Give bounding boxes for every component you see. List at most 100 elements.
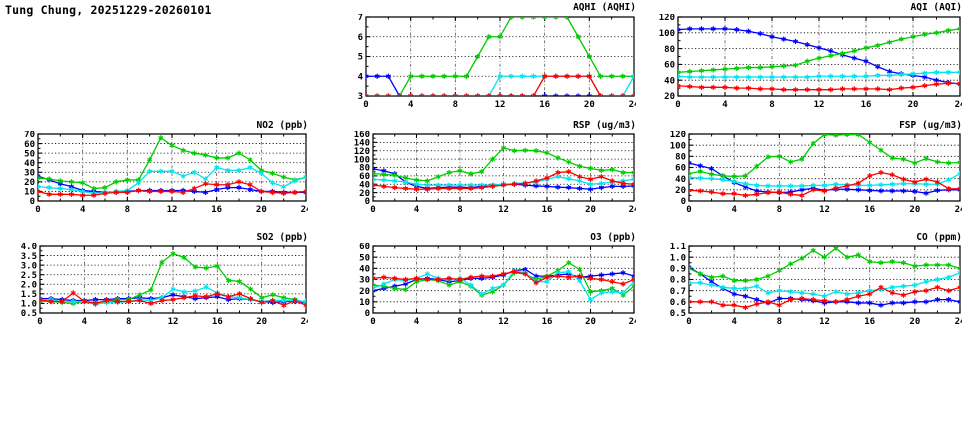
x-tick-label: 20 bbox=[909, 317, 920, 327]
series-marker-red bbox=[522, 180, 528, 187]
series-marker-blue bbox=[851, 55, 857, 61]
series-marker-red bbox=[435, 185, 441, 192]
series-marker-red bbox=[720, 191, 726, 197]
y-tick-label: 30 bbox=[359, 276, 370, 286]
series-marker-cyan bbox=[631, 73, 634, 79]
series-marker-red bbox=[40, 297, 43, 303]
series-marker-cyan bbox=[147, 168, 153, 174]
series-marker-blue bbox=[598, 272, 604, 278]
series-marker-cyan bbox=[180, 173, 186, 179]
series-marker-red bbox=[497, 93, 503, 96]
series-marker-green bbox=[851, 48, 857, 54]
series-marker-blue bbox=[792, 38, 799, 45]
series-marker-cyan bbox=[821, 182, 828, 188]
series-marker-red bbox=[519, 93, 525, 96]
series-marker-red bbox=[533, 178, 539, 184]
series-marker-red bbox=[373, 182, 376, 188]
series-marker-blue bbox=[900, 188, 907, 194]
series-marker-cyan bbox=[135, 180, 142, 186]
series-marker-green bbox=[68, 179, 75, 185]
series-marker-red bbox=[158, 188, 164, 195]
y-tick-label: 20 bbox=[675, 186, 686, 196]
y-tick-label: 0.8 bbox=[670, 276, 686, 286]
plot-area-no2: 01020304050607004812162024 bbox=[24, 131, 308, 215]
series-marker-red bbox=[597, 93, 604, 96]
chart-title-no2: NO2 (ppb) bbox=[256, 120, 308, 131]
series-marker-green bbox=[446, 282, 452, 288]
series-marker-blue bbox=[867, 300, 873, 306]
series-marker-cyan bbox=[587, 297, 594, 303]
series-marker-green bbox=[373, 170, 376, 176]
series-marker-cyan bbox=[170, 286, 176, 292]
series-marker-red bbox=[424, 186, 430, 192]
series-marker-red bbox=[577, 174, 583, 180]
series-marker-green bbox=[776, 153, 782, 159]
series-marker-red bbox=[957, 186, 960, 192]
y-tick-label: 20 bbox=[664, 92, 675, 102]
x-tick-label: 20 bbox=[256, 317, 267, 327]
series-marker-green bbox=[159, 259, 165, 265]
series-marker-green bbox=[575, 34, 581, 40]
series-marker-green bbox=[957, 159, 960, 166]
x-tick-label: 24 bbox=[301, 317, 308, 327]
series-marker-green bbox=[844, 254, 850, 260]
series-marker-blue bbox=[946, 297, 952, 303]
series-marker-cyan bbox=[689, 174, 692, 181]
x-tick-label: 0 bbox=[370, 317, 375, 327]
plot-area-co: 0.50.60.70.80.9 1.01.1 0 4 8 12 16 20 24 bbox=[670, 243, 962, 327]
series-marker-green bbox=[923, 262, 929, 268]
x-tick-label: 4 bbox=[414, 205, 420, 215]
series-marker-cyan bbox=[46, 185, 52, 191]
series-marker-green bbox=[839, 50, 846, 56]
y-tick-label: 120 bbox=[354, 147, 370, 157]
series-marker-red bbox=[609, 178, 615, 184]
series-marker-cyan bbox=[678, 73, 681, 79]
chart-title-co: CO (ppm) bbox=[916, 232, 962, 243]
series-marker-cyan bbox=[776, 183, 782, 189]
series-marker-blue bbox=[855, 187, 861, 193]
series-marker-green bbox=[586, 53, 592, 60]
series-marker-green bbox=[867, 139, 873, 145]
series-marker-red bbox=[598, 174, 604, 180]
series-marker-green bbox=[542, 17, 548, 20]
series-marker-green bbox=[373, 282, 376, 288]
series-marker-cyan bbox=[757, 74, 763, 80]
series-marker-red bbox=[38, 188, 41, 195]
series-marker-green bbox=[810, 247, 816, 254]
series-marker-red bbox=[933, 81, 940, 87]
series-marker-red bbox=[192, 293, 198, 299]
series-marker-red bbox=[934, 179, 940, 185]
series-marker-green bbox=[248, 286, 254, 292]
series-marker-red bbox=[92, 300, 98, 307]
y-tick-label: 0 bbox=[30, 197, 35, 207]
series-marker-green bbox=[957, 26, 960, 32]
y-tick-label: 40 bbox=[359, 265, 370, 275]
y-tick-label: 10 bbox=[24, 188, 35, 198]
y-tick-label: 40 bbox=[359, 180, 370, 190]
series-marker-red bbox=[392, 185, 398, 191]
series-marker-red bbox=[413, 186, 420, 192]
series-marker-blue bbox=[170, 292, 176, 298]
chart-rsp: RSP (ug/m3) 0 20 40 60 80 100 120 140 160 0 4 8 12 16 2… bbox=[347, 120, 636, 215]
series-marker-green bbox=[867, 259, 873, 265]
x-tick-label: 4 bbox=[731, 317, 737, 327]
series-marker-green bbox=[587, 289, 594, 295]
series-marker-red bbox=[463, 93, 470, 96]
series-marker-red bbox=[620, 93, 626, 96]
series-marker-blue bbox=[734, 27, 740, 33]
series-marker-red bbox=[435, 276, 441, 283]
series-marker-blue bbox=[577, 185, 583, 192]
series-marker-cyan bbox=[202, 176, 209, 182]
series-marker-cyan bbox=[731, 178, 737, 185]
series-marker-green bbox=[392, 172, 398, 178]
series-marker-cyan bbox=[946, 274, 952, 280]
x-tick-label: 12 bbox=[495, 100, 506, 110]
x-tick-label: 4 bbox=[80, 205, 86, 215]
series-marker-red bbox=[833, 299, 839, 305]
series-marker-green bbox=[922, 31, 928, 37]
series-marker-cyan bbox=[734, 74, 740, 80]
series-marker-green bbox=[500, 145, 507, 151]
series-marker-green bbox=[687, 68, 693, 75]
series-marker-cyan bbox=[720, 177, 726, 183]
chart-title-o3: O3 (ppb) bbox=[590, 232, 636, 243]
